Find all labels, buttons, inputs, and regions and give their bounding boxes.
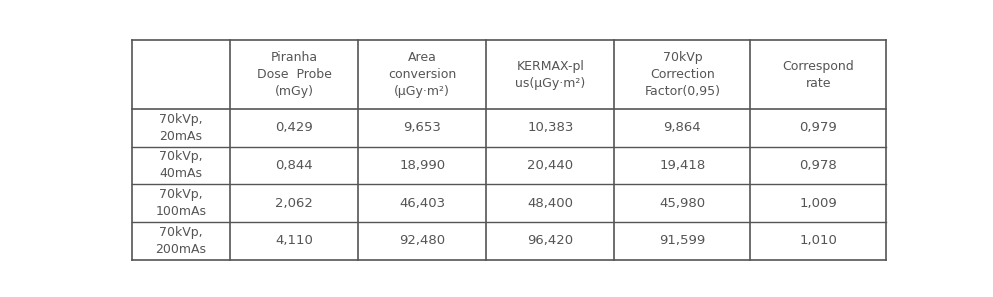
Text: Correspond
rate: Correspond rate [782,59,854,89]
Text: 70kVp
Correction
Factor(0,95): 70kVp Correction Factor(0,95) [644,51,720,98]
Text: 10,383: 10,383 [527,121,574,134]
Text: 91,599: 91,599 [659,234,705,247]
Text: 4,110: 4,110 [275,234,313,247]
Text: 48,400: 48,400 [527,197,573,210]
Text: 70kVp,
20mAs: 70kVp, 20mAs [159,113,203,143]
Text: 70kVp,
40mAs: 70kVp, 40mAs [159,150,203,180]
Text: 70kVp,
200mAs: 70kVp, 200mAs [155,226,207,256]
Text: 0,979: 0,979 [799,121,837,134]
Text: 46,403: 46,403 [399,197,445,210]
Text: 96,420: 96,420 [527,234,573,247]
Text: 20,440: 20,440 [527,159,573,172]
Text: Piranha
Dose  Probe
(mGy): Piranha Dose Probe (mGy) [256,51,332,98]
Text: 18,990: 18,990 [399,159,445,172]
Text: 0,978: 0,978 [799,159,837,172]
Text: 1,010: 1,010 [799,234,837,247]
Text: 2,062: 2,062 [275,197,313,210]
Text: 92,480: 92,480 [399,234,445,247]
Text: 9,653: 9,653 [403,121,441,134]
Text: Area
conversion
(μGy·m²): Area conversion (μGy·m²) [388,51,457,98]
Text: 0,844: 0,844 [275,159,313,172]
Text: 1,009: 1,009 [799,197,837,210]
Text: KERMAX-pl
us(μGy·m²): KERMAX-pl us(μGy·m²) [515,59,586,89]
Text: 19,418: 19,418 [659,159,705,172]
Text: 45,980: 45,980 [659,197,705,210]
Text: 70kVp,
100mAs: 70kVp, 100mAs [155,188,207,218]
Text: 9,864: 9,864 [663,121,701,134]
Text: 0,429: 0,429 [275,121,313,134]
